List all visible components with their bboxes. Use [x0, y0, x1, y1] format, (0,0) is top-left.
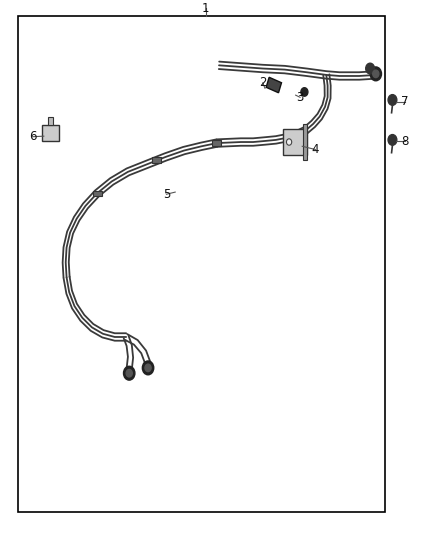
Bar	[93, 190, 102, 196]
Text: 5: 5	[163, 188, 170, 201]
Bar	[303, 124, 307, 160]
Circle shape	[388, 95, 397, 106]
Circle shape	[301, 88, 308, 96]
Circle shape	[373, 70, 379, 78]
Text: 2: 2	[259, 76, 267, 90]
Bar	[152, 157, 161, 163]
Circle shape	[124, 366, 135, 380]
Circle shape	[142, 361, 154, 375]
Bar	[212, 140, 221, 146]
Bar	[283, 129, 307, 155]
Bar	[42, 125, 59, 141]
Circle shape	[286, 139, 292, 145]
Bar	[48, 117, 53, 125]
Bar	[266, 77, 282, 93]
Text: 7: 7	[401, 95, 409, 108]
Circle shape	[370, 67, 381, 81]
Text: 4: 4	[311, 143, 319, 156]
Text: 6: 6	[29, 130, 37, 143]
Bar	[18, 17, 385, 512]
Circle shape	[366, 63, 374, 74]
Text: 3: 3	[297, 91, 304, 104]
Text: 8: 8	[402, 135, 409, 148]
Circle shape	[126, 369, 132, 377]
Circle shape	[388, 134, 397, 145]
Circle shape	[145, 364, 151, 372]
Text: 1: 1	[202, 2, 210, 15]
